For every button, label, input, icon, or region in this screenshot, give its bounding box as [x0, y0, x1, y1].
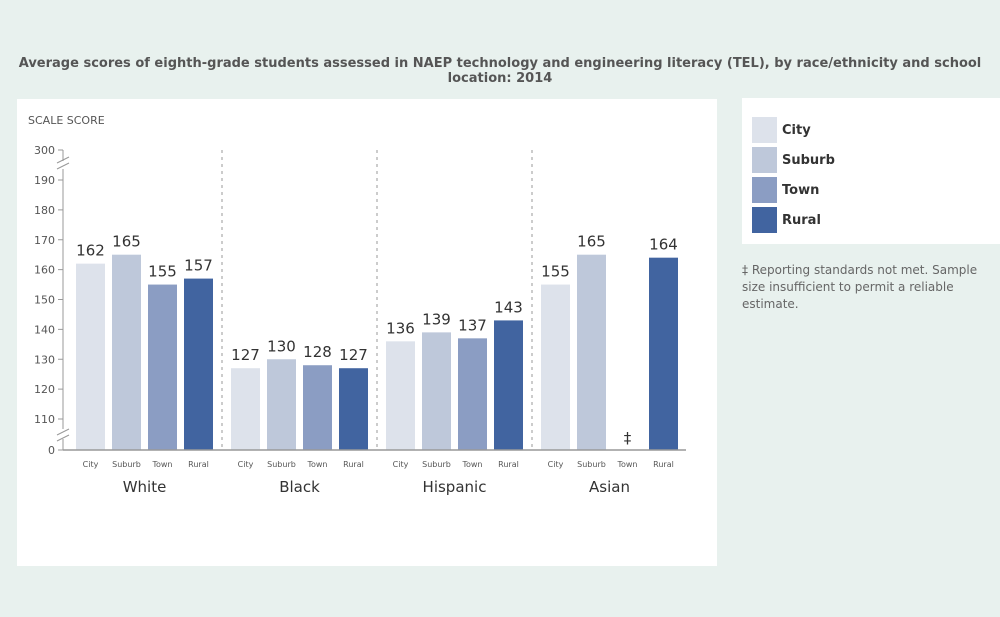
legend-label-city: City — [782, 123, 811, 138]
data-label: 136 — [386, 319, 415, 337]
legend: City Suburb Town Rural — [742, 98, 1000, 244]
footnote: ‡ Reporting standards not met. Sample si… — [742, 263, 978, 311]
data-label: 139 — [422, 310, 451, 328]
data-label: 164 — [649, 236, 678, 254]
group-label: Asian — [589, 478, 630, 496]
data-label: 162 — [76, 242, 105, 260]
data-label: 165 — [577, 233, 606, 251]
y-tick-label: 190 — [34, 174, 55, 187]
axis-break-mark — [56, 156, 70, 164]
x-tick-label: City — [548, 460, 564, 469]
legend-swatch-rural — [752, 207, 777, 233]
bar-suburb — [112, 254, 141, 450]
y-tick-label: 120 — [34, 383, 55, 396]
chart-panel: SCALE SCORE 300 110 120 130 140 150 160 170 180 19… — [17, 99, 717, 566]
data-label: 128 — [303, 343, 332, 361]
bar-town — [148, 284, 177, 450]
x-tick-label: Rural — [188, 460, 209, 469]
axis-break-mark — [56, 162, 70, 170]
bar-chart: SCALE SCORE 300 110 120 130 140 150 160 170 180 19… — [28, 114, 686, 496]
y-tick-label: 110 — [34, 413, 55, 426]
y-tick-label: 180 — [34, 204, 55, 217]
bar-rural — [494, 320, 523, 450]
x-tick-label: Suburb — [577, 460, 606, 469]
y-tick-label: 170 — [34, 234, 55, 247]
x-tick-label: Town — [151, 460, 172, 469]
data-label: 155 — [541, 263, 570, 281]
bar-rural — [184, 278, 213, 450]
x-tick-label: Rural — [653, 460, 674, 469]
data-label: 157 — [184, 257, 213, 275]
axis-break-mark — [56, 434, 70, 442]
x-tick-label: City — [83, 460, 99, 469]
data-label: 143 — [494, 298, 523, 316]
bar-town — [458, 338, 487, 450]
data-label: 130 — [267, 337, 296, 355]
y-tick-label: 160 — [34, 264, 55, 277]
x-tick-label: Rural — [343, 460, 364, 469]
group-label: White — [123, 478, 167, 496]
bar-town — [303, 365, 332, 450]
bar-suburb — [267, 359, 296, 450]
bar-rural — [339, 368, 368, 450]
data-label: 165 — [112, 233, 141, 251]
data-label: 127 — [339, 346, 368, 364]
bar-city — [76, 263, 105, 450]
data-label: 127 — [231, 346, 260, 364]
group-label: Hispanic — [423, 478, 487, 496]
x-tick-label: Suburb — [422, 460, 451, 469]
y-tick-label: 130 — [34, 353, 55, 366]
data-label-not-reported: ‡ — [624, 429, 632, 447]
x-tick-label: Suburb — [267, 460, 296, 469]
legend-swatch-suburb — [752, 147, 777, 173]
bar-suburb — [422, 332, 451, 450]
y-tick-label: 300 — [34, 144, 55, 157]
data-label: 137 — [458, 316, 487, 334]
axis-break-mark — [56, 428, 70, 436]
x-tick-label: Rural — [498, 460, 519, 469]
y-axis-label: SCALE SCORE — [28, 114, 105, 127]
x-tick-label: Town — [306, 460, 327, 469]
legend-swatch-city — [752, 117, 777, 143]
x-tick-label: Suburb — [112, 460, 141, 469]
legend-label-town: Town — [782, 183, 820, 198]
data-label: 155 — [148, 263, 177, 281]
y-tick-label: 150 — [34, 294, 55, 307]
x-tick-label: City — [393, 460, 409, 469]
legend-swatch-town — [752, 177, 777, 203]
y-tick-label: 140 — [34, 323, 55, 336]
bar-city — [386, 341, 415, 450]
legend-label-rural: Rural — [782, 213, 821, 228]
chart-title: Average scores of eighth-grade students … — [18, 56, 982, 86]
bar-city — [231, 368, 260, 450]
y-tick-label: 0 — [48, 444, 55, 457]
x-tick-label: Town — [616, 460, 637, 469]
bar-rural — [649, 257, 678, 450]
legend-label-suburb: Suburb — [782, 153, 835, 168]
group-label: Black — [279, 478, 320, 496]
x-tick-label: Town — [461, 460, 482, 469]
bar-suburb — [577, 254, 606, 450]
bar-city — [541, 284, 570, 450]
x-tick-label: City — [238, 460, 254, 469]
